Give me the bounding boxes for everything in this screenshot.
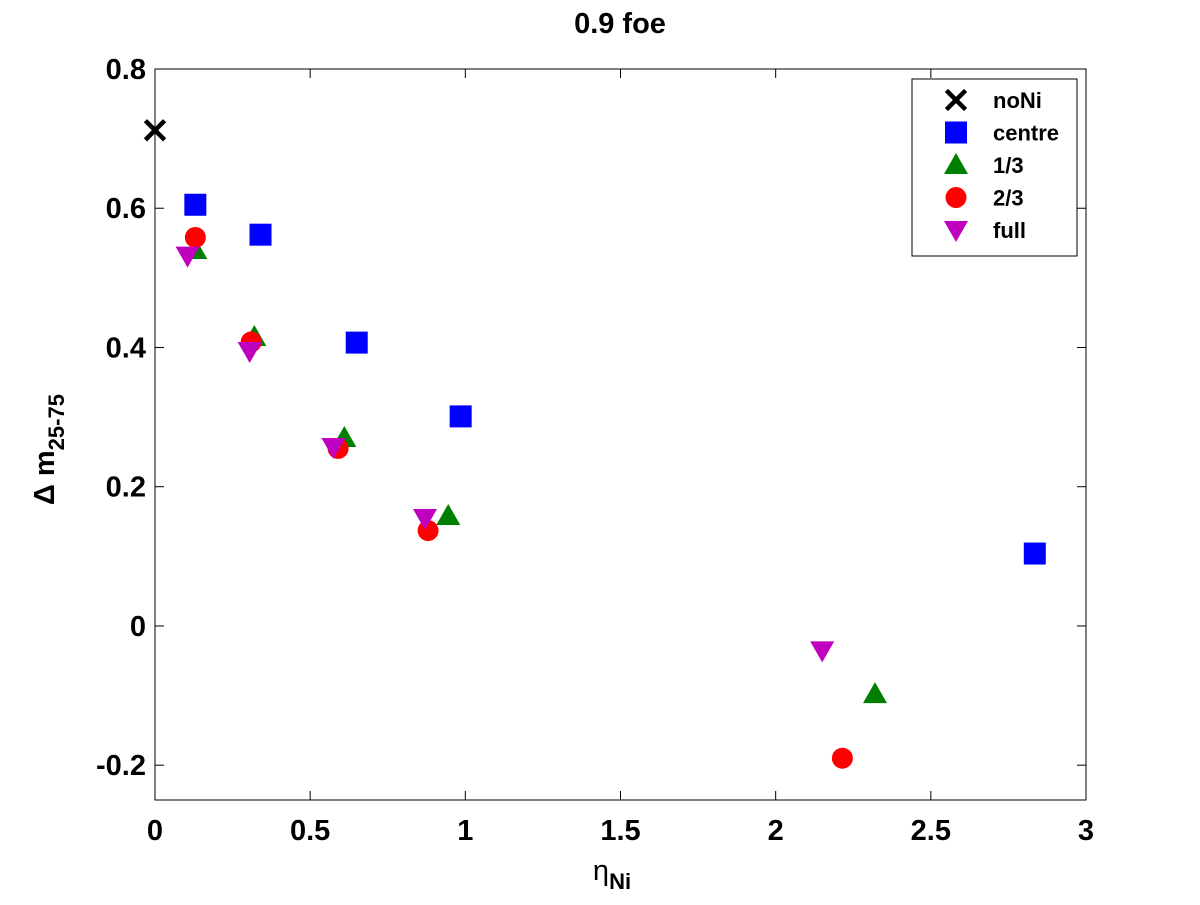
legend-marker-2-3 xyxy=(945,187,967,208)
point-centre xyxy=(249,223,272,246)
point-1-3 xyxy=(862,682,887,704)
data-markers xyxy=(143,119,1046,769)
legend-label-2-3: 2/3 xyxy=(993,186,1024,211)
x-axis-label: ηNi xyxy=(593,855,631,894)
y-axis-label: Δ m25-75 xyxy=(29,394,69,505)
x-axis-label-sub: Ni xyxy=(609,869,631,894)
point-1-3 xyxy=(436,503,461,525)
x-axis: 0 0.5 1 1.5 2 2.5 3 xyxy=(147,69,1094,847)
y-tick-label: 0.8 xyxy=(106,54,146,86)
x-tick-label: 3 xyxy=(1078,815,1094,847)
legend-label-noni: noNi xyxy=(993,88,1042,113)
y-tick-label: 0.4 xyxy=(106,332,146,364)
legend: noNi centre 1/3 2/3 full xyxy=(911,78,1078,257)
point-full xyxy=(321,438,346,460)
series-full xyxy=(175,246,835,663)
point-centre xyxy=(345,331,368,354)
chart-title: 0.9 foe xyxy=(574,8,666,40)
legend-marker-noni xyxy=(944,88,968,112)
y-axis: -0.2 0 0.2 0.4 0.6 0.8 xyxy=(96,54,1086,782)
point-noni xyxy=(143,119,167,142)
point-centre xyxy=(449,405,472,428)
legend-marker-full xyxy=(944,221,968,242)
series-centre xyxy=(184,193,1046,565)
point-centre xyxy=(184,193,207,216)
y-tick-label: 0.6 xyxy=(106,193,146,225)
point-noni-stroke xyxy=(143,119,167,142)
x-tick-label: 1 xyxy=(457,815,473,847)
legend-label-centre: centre xyxy=(993,121,1059,146)
y-axis-label-main: Δ m xyxy=(29,450,61,505)
legend-label-full: full xyxy=(993,218,1026,243)
point-full xyxy=(175,246,200,268)
point-2-3 xyxy=(184,226,206,248)
legend-box xyxy=(911,78,1078,257)
x-tick-label: 0 xyxy=(147,815,163,847)
x-tick-label: 2 xyxy=(768,815,784,847)
x-tick-label: 2.5 xyxy=(911,815,951,847)
x-axis-label-main: η xyxy=(593,855,609,887)
legend-marker-centre xyxy=(945,121,967,144)
legend-label-1-3: 1/3 xyxy=(993,153,1024,178)
x-tick-label: 1.5 xyxy=(600,815,640,847)
point-centre xyxy=(1023,542,1046,565)
x-tick-label: 0.5 xyxy=(290,815,330,847)
y-tick-label: 0.2 xyxy=(106,472,146,504)
legend-marker-1-3 xyxy=(944,153,968,174)
y-tick-label: 0 xyxy=(130,611,146,643)
legend-marker-noni-stroke xyxy=(944,88,968,112)
y-axis-label-sub: 25-75 xyxy=(44,394,69,450)
y-tick-label: -0.2 xyxy=(96,750,146,782)
point-full xyxy=(237,341,262,363)
series-noni xyxy=(143,119,167,142)
point-full xyxy=(810,641,835,663)
point-2-3 xyxy=(831,747,853,769)
point-full xyxy=(412,509,437,531)
